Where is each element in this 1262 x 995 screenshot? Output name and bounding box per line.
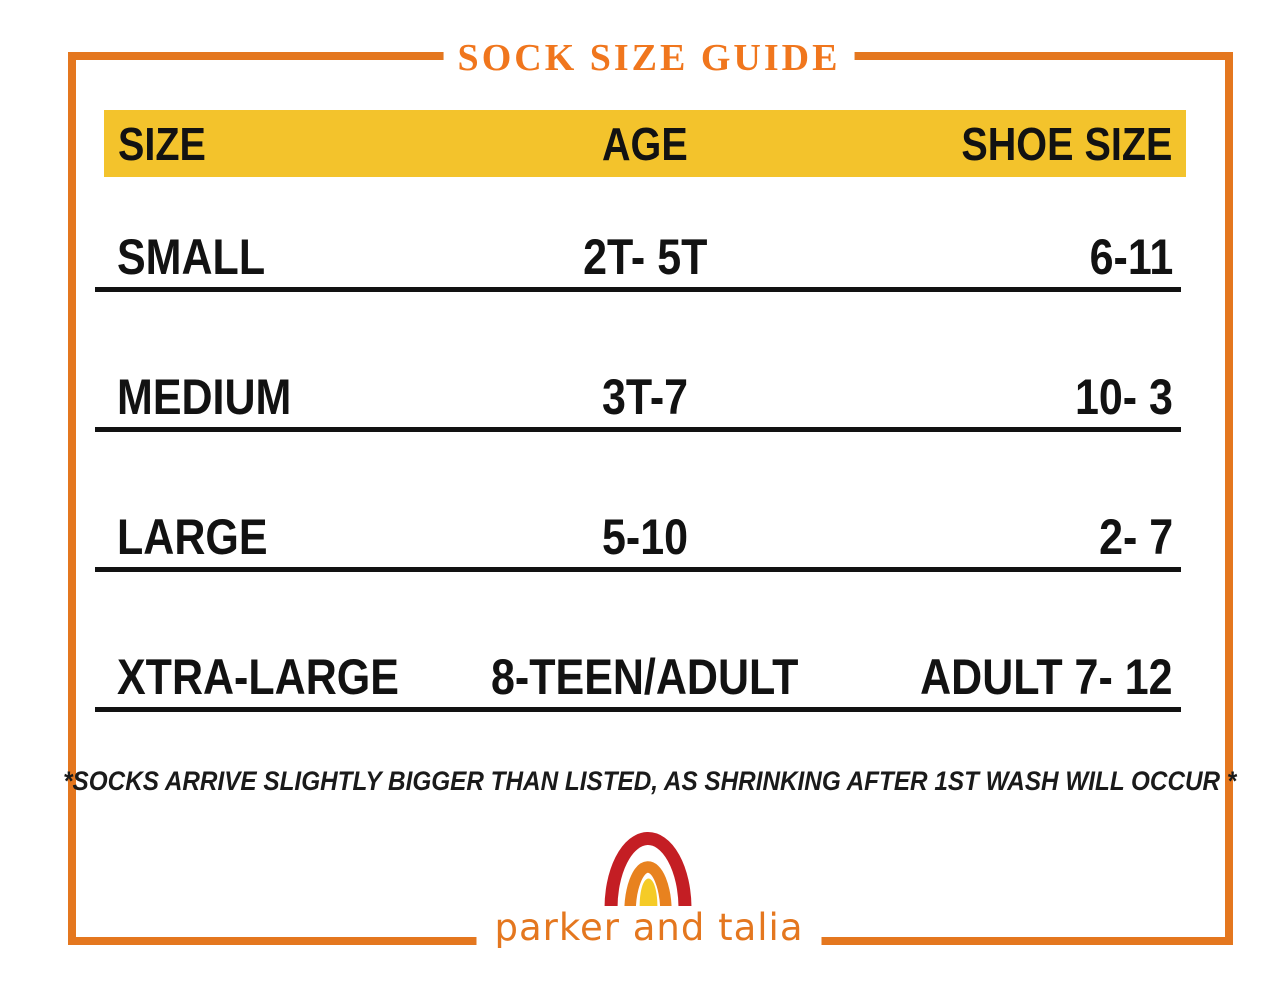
size-cell: XTRA-LARGE [117,649,399,705]
age-cell: 3T-7 [601,369,689,425]
frame-border-left [68,52,76,945]
frame-border-top-right [830,52,1233,60]
frame-border-right [1225,52,1233,945]
page-title: SOCK SIZE GUIDE [443,36,855,80]
age-cell: 8-TEEN/ADULT [491,649,799,705]
size-cell: SMALL [117,229,266,285]
table-row-xtra-large: XTRA-LARGE 8-TEEN/ADULT ADULT 7- 12 [95,650,1181,712]
frame-border-top-left [68,52,472,60]
brand-name: parker and talia [476,906,822,950]
shoe-size-cell: 10- 3 [1074,369,1173,425]
age-cell: 5-10 [601,509,689,565]
size-cell: MEDIUM [117,369,292,425]
shoe-size-cell: ADULT 7- 12 [920,649,1173,705]
table-row-large: LARGE 5-10 2- 7 [95,510,1181,572]
size-cell: LARGE [117,509,268,565]
column-header-shoe-size: SHOE SIZE [960,117,1172,170]
column-header-age: AGE [602,117,688,170]
frame-border-bottom-right [790,937,1233,945]
column-header-size: SIZE [118,117,206,170]
rainbow-icon [597,822,699,920]
shoe-size-cell: 6-11 [1089,229,1173,285]
shrink-disclaimer: *SOCKS ARRIVE SLIGHTLY BIGGER THAN LISTE… [63,766,1237,796]
age-cell: 2T- 5T [582,229,708,285]
table-header-row: SIZE AGE SHOE SIZE [104,110,1186,177]
table-row-small: SMALL 2T- 5T 6-11 [95,230,1181,292]
frame-border-bottom-left [68,937,505,945]
table-row-medium: MEDIUM 3T-7 10- 3 [95,370,1181,432]
shoe-size-cell: 2- 7 [1098,509,1173,565]
